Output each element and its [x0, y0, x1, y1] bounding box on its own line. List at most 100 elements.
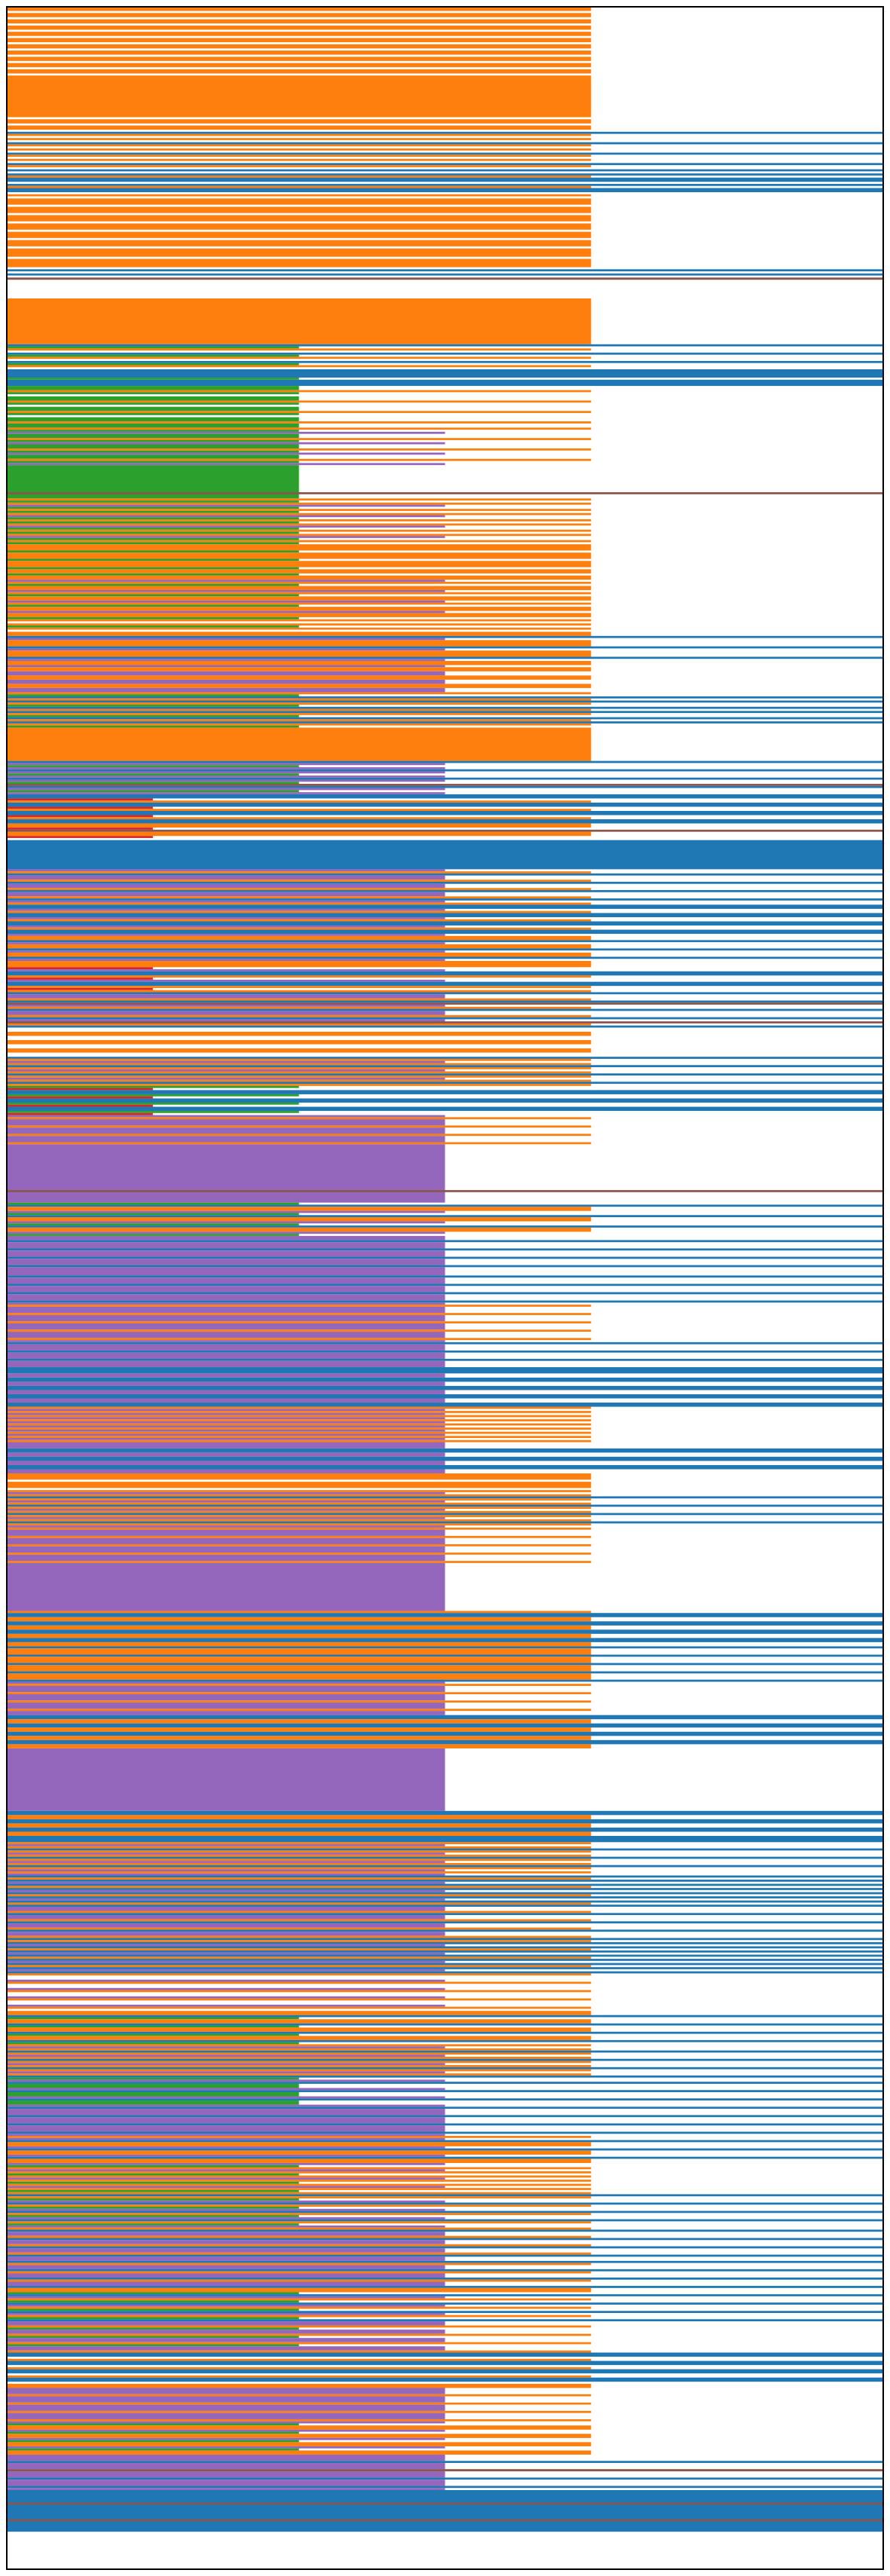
bar-368	[7, 1442, 445, 1449]
bar-444	[7, 1823, 592, 1828]
bar-617	[7, 2262, 592, 2265]
bar-329	[7, 1314, 445, 1322]
bar-639	[7, 2317, 299, 2320]
bar-360	[7, 1425, 445, 1428]
bar-385	[7, 1507, 592, 1509]
bar-410	[7, 1629, 883, 1634]
bar-537	[7, 2063, 445, 2066]
bar-589	[7, 2196, 592, 2198]
bar-110	[7, 558, 299, 561]
bar-265	[7, 1063, 592, 1066]
bar-512	[7, 1996, 445, 1999]
bar-353	[7, 1411, 592, 1413]
bar-10	[7, 69, 592, 74]
bar-174	[7, 769, 883, 772]
bar-229	[7, 944, 592, 949]
bar-580	[7, 2177, 445, 2180]
bar-272	[7, 1077, 445, 1080]
bar-258	[7, 1025, 883, 1028]
bar-542	[7, 2073, 592, 2076]
bar-511	[7, 1990, 592, 1993]
bar-451	[7, 1848, 883, 1851]
bar-40	[7, 259, 592, 268]
bar-612	[7, 2248, 445, 2253]
bar-506	[7, 1971, 883, 1974]
bar-615	[7, 2256, 445, 2261]
bar-162	[7, 713, 592, 715]
bar-548	[7, 2088, 445, 2091]
bar-343	[7, 1373, 445, 1378]
bar-18	[7, 144, 592, 147]
bar-408	[7, 1621, 883, 1626]
bar-314	[7, 1256, 883, 1259]
bar-284	[7, 1106, 883, 1112]
bar-59	[7, 392, 299, 395]
bar-63	[7, 406, 299, 411]
bar-297	[7, 1204, 883, 1207]
bar-344	[7, 1377, 883, 1382]
bar-250	[7, 1002, 445, 1007]
bar-69	[7, 427, 592, 430]
bar-191	[7, 809, 592, 811]
bar-622	[7, 2278, 883, 2280]
bar-176	[7, 773, 299, 776]
bar-136	[7, 635, 883, 638]
bar-541	[7, 2071, 445, 2074]
bar-159	[7, 706, 883, 709]
bar-333	[7, 1332, 445, 1338]
bar-430	[7, 1709, 592, 1712]
bar-127	[7, 607, 592, 611]
bar-464	[7, 1875, 883, 1878]
bar-236	[7, 967, 153, 970]
bar-190	[7, 806, 153, 809]
bar-194	[7, 817, 592, 820]
bar-628	[7, 2294, 883, 2296]
bar-619	[7, 2269, 883, 2272]
bar-671	[7, 2429, 445, 2432]
bar-75	[7, 442, 445, 445]
bar-204	[7, 875, 445, 880]
bar-412	[7, 1638, 883, 1642]
bar-443	[7, 1819, 883, 1824]
bar-193	[7, 815, 153, 818]
bar-266	[7, 1065, 883, 1067]
bar-292	[7, 1134, 592, 1137]
bar-139	[7, 646, 883, 649]
bar-205	[7, 880, 592, 882]
bar-599	[7, 2217, 445, 2220]
bar-480	[7, 1911, 592, 1914]
bar-114	[7, 573, 299, 576]
bar-341	[7, 1360, 445, 1368]
bar-658	[7, 2377, 883, 2382]
bar-481	[7, 1913, 883, 1916]
bar-274	[7, 1081, 883, 1085]
bar-401	[7, 1553, 592, 1555]
bar-120	[7, 589, 445, 592]
bar-95	[7, 519, 592, 522]
bar-41	[7, 269, 883, 272]
bar-26	[7, 173, 883, 176]
bar-224	[7, 929, 883, 935]
bar-381	[7, 1498, 592, 1501]
bar-282	[7, 1102, 299, 1105]
bar-90	[7, 509, 592, 511]
bar-509	[7, 1981, 592, 1984]
bar-490	[7, 1938, 883, 1941]
bar-145	[7, 665, 445, 668]
bar-54	[7, 369, 883, 378]
bar-467	[7, 1881, 445, 1884]
bar-653	[7, 2358, 592, 2361]
bar-197	[7, 828, 153, 830]
bar-118	[7, 583, 299, 586]
bar-438	[7, 1739, 883, 1745]
bar-536	[7, 2060, 592, 2064]
bar-454	[7, 1854, 592, 1857]
bar-342	[7, 1367, 883, 1374]
bar-543	[7, 2075, 883, 2078]
bar-365	[7, 1436, 592, 1439]
bar-86	[7, 500, 299, 503]
bar-175	[7, 771, 445, 774]
bar-411	[7, 1633, 592, 1638]
bar-535	[7, 2058, 883, 2061]
bar-662	[7, 2396, 445, 2403]
